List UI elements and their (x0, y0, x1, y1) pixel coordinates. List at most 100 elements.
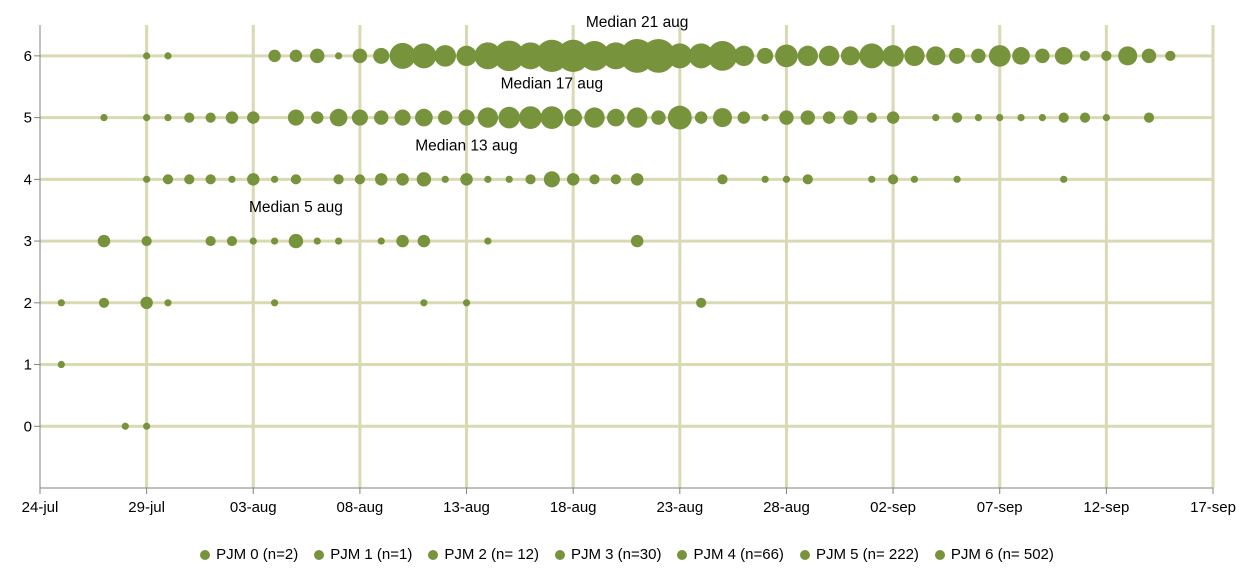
legend-marker (555, 549, 565, 560)
bubble-pjm-4 (505, 175, 513, 183)
y-tick-label: 5 (24, 110, 32, 127)
bubble-pjm-5 (694, 111, 708, 124)
bubble-pjm-5 (540, 106, 564, 129)
x-tick-label: 03-aug (230, 499, 277, 516)
bubble-pjm-5 (651, 110, 666, 125)
median-annotation: Median 5 aug (249, 199, 343, 216)
bubble-pjm-4 (460, 173, 473, 186)
bubble-pjm-2 (462, 299, 471, 307)
bubble-pjm-5 (287, 109, 304, 126)
bubble-pjm-6 (1012, 47, 1030, 65)
bubble-pjm-5 (996, 114, 1004, 122)
bubble-pjm-3 (313, 237, 321, 245)
legend-marker (934, 549, 945, 560)
bubble-pjm-4 (717, 174, 728, 185)
bubble-pjm-5 (247, 111, 260, 124)
bubble-pjm-4 (441, 175, 449, 183)
legend-marker (428, 549, 439, 560)
bubble-pjm-3 (630, 234, 644, 248)
bubble-pjm-5 (143, 114, 151, 122)
bubble-pjm-3 (334, 237, 343, 245)
median-annotations: Median 21 aug Median 17 aug Median 13 aug M… (249, 14, 688, 216)
axes (34, 25, 1214, 494)
data-points (57, 38, 1176, 430)
legend-label: PJM 1 (n=1) (330, 546, 413, 563)
bubble-pjm-4 (543, 171, 560, 188)
legend-marker (200, 549, 211, 560)
bubble-pjm-5 (351, 109, 368, 126)
bubble-pjm-6 (334, 52, 343, 60)
x-tick-label: 24-jul (22, 499, 59, 516)
bubble-pjm-5 (761, 114, 769, 122)
bubble-pjm-6 (1035, 48, 1050, 64)
bubble-pjm-6 (1101, 50, 1112, 61)
bubble-pjm-6 (840, 46, 860, 66)
bubble-pjm-5 (184, 112, 195, 123)
tick-labels: 24-jul 29-jul 03-aug 08-aug 13-aug 18-aug 23-a… (22, 48, 1236, 516)
bubble-pjm-4 (247, 173, 260, 186)
bubble-pjm-4 (610, 174, 621, 185)
bubble-pjm-6 (775, 44, 798, 68)
bubble-pjm-5 (951, 112, 963, 123)
bubble-pjm-5 (626, 107, 648, 128)
legend-entry: PJM 4 (n=66) (677, 546, 784, 563)
bubble-pjm-5 (374, 110, 389, 125)
bubble-pjm-6 (143, 52, 151, 60)
legend-entry: PJM 0 (n=2) (200, 546, 298, 563)
bubble-pjm-4 (910, 175, 919, 183)
legend-entry: PJM 1 (n=1) (314, 546, 412, 563)
x-tick-label: 23-aug (656, 499, 703, 516)
bubble-pjm-2 (271, 299, 279, 307)
bubble-pjm-0 (121, 422, 129, 430)
bubble-pjm-6 (389, 42, 416, 69)
bubble-pjm-5 (667, 105, 692, 130)
bubble-pjm-5 (1102, 114, 1110, 122)
x-tick-label: 07-sep (977, 499, 1023, 516)
legend-label: PJM 3 (n=30) (571, 546, 662, 563)
bubble-pjm-4 (271, 175, 279, 183)
bubble-pjm-6 (579, 41, 610, 71)
bubble-pjm-5 (584, 107, 605, 128)
bubble-pjm-5 (100, 114, 108, 122)
bubble-pjm-3 (141, 235, 152, 247)
bubble-pjm-5 (498, 106, 520, 129)
bubble-pjm-6 (707, 41, 738, 71)
bubble-pjm-6 (688, 43, 714, 69)
bubble-pjm-6 (352, 48, 368, 64)
bubble-pjm-4 (802, 174, 813, 185)
x-tick-label: 17-sep (1190, 499, 1236, 516)
bubble-pjm-4 (782, 175, 791, 183)
bubble-pjm-2 (696, 297, 707, 308)
legend-label: PJM 6 (n= 502) (950, 546, 1054, 563)
bubble-pjm-5 (737, 111, 751, 124)
bubble-pjm-6 (557, 39, 590, 72)
bubble-pjm-6 (493, 40, 525, 72)
bubble-pjm-5 (438, 110, 453, 125)
bubble-pjm-5 (866, 112, 877, 123)
bubble-pjm-6 (411, 43, 437, 69)
bubble-pjm-4 (354, 174, 366, 185)
bubble-pjm-3 (417, 234, 431, 248)
bubble-pjm-4 (143, 175, 151, 183)
bubble-pjm-5 (1143, 112, 1155, 123)
bubble-pjm-3 (377, 237, 385, 245)
bubble-pjm-5 (164, 114, 172, 122)
x-tick-label: 12-sep (1083, 499, 1129, 516)
legend-marker (799, 549, 810, 560)
y-tick-label: 3 (24, 233, 32, 250)
bubble-pjm-1 (57, 360, 65, 369)
bubble-pjm-6 (1141, 48, 1157, 64)
bubble-pjm-5 (311, 111, 324, 124)
legend-entry: PJM 3 (n=30) (555, 546, 661, 563)
bubble-pjm-5 (932, 114, 940, 122)
bubble-pjm-6 (641, 38, 676, 73)
legend-label: PJM 5 (n= 222) (815, 546, 919, 563)
bubble-pjm-5 (607, 108, 625, 127)
bubble-pjm-4 (333, 174, 344, 185)
bubble-pjm-4 (290, 174, 302, 185)
bubble-pjm-3 (205, 235, 216, 247)
y-tick-label: 4 (24, 171, 32, 188)
bubble-pjm-6 (268, 49, 281, 63)
bubble-pjm-4 (416, 172, 432, 187)
bubble-pjm-4 (484, 175, 492, 183)
